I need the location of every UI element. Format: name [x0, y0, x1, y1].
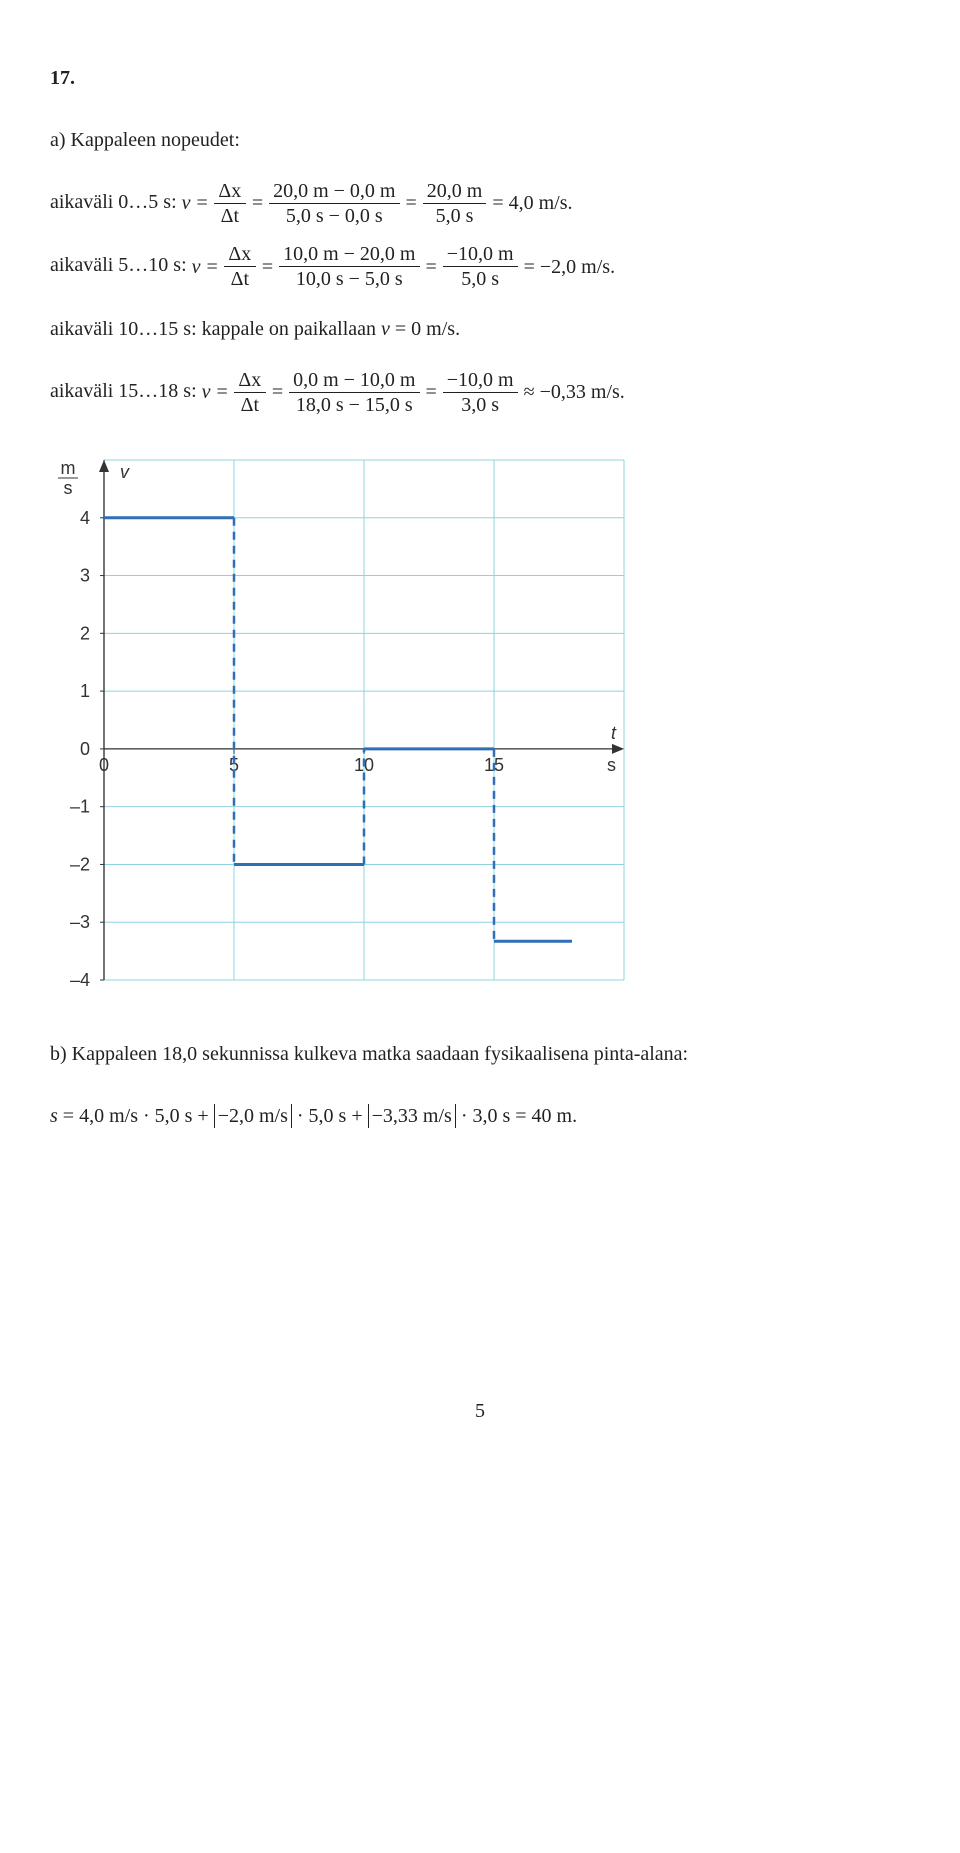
- svg-text:2: 2: [80, 624, 90, 644]
- row2-frac1: ΔxΔt: [224, 243, 256, 290]
- svg-text:m: m: [61, 458, 76, 478]
- svg-text:s: s: [64, 478, 73, 498]
- svg-text:4: 4: [80, 508, 90, 528]
- problem-number: 17.: [50, 54, 910, 102]
- svg-text:s: s: [607, 755, 616, 775]
- page-number: 5: [50, 1400, 910, 1423]
- row2-frac3: −10,0 m5,0 s: [443, 243, 518, 290]
- svg-text:0: 0: [80, 739, 90, 759]
- svg-text:1: 1: [80, 681, 90, 701]
- svg-text:–1: –1: [70, 797, 90, 817]
- row4-prefix: aikaväli 15…18 s:: [50, 380, 197, 402]
- row1-frac1: ΔxΔt: [214, 180, 246, 227]
- part-a-heading: a) Kappaleen nopeudet:: [50, 116, 910, 164]
- row1-frac2: 20,0 m − 0,0 m5,0 s − 0,0 s: [269, 180, 399, 227]
- part-b-equation: s = 4,0 m/s · 5,0 s + −2,0 m/s · 5,0 s +…: [50, 1092, 910, 1140]
- row4-frac1: ΔxΔt: [234, 369, 266, 416]
- interval-row-2: aikaväli 5…10 s: v= ΔxΔt = 10,0 m − 20,0…: [50, 241, 910, 290]
- row1-frac3: 20,0 m5,0 s: [423, 180, 487, 227]
- row2-frac2: 10,0 m − 20,0 m10,0 s − 5,0 s: [279, 243, 419, 290]
- part-b-text: b) Kappaleen 18,0 sekunnissa kulkeva mat…: [50, 1030, 910, 1078]
- svg-text:v: v: [120, 462, 130, 482]
- svg-text:–4: –4: [70, 970, 90, 990]
- row2-prefix: aikaväli 5…10 s:: [50, 254, 187, 276]
- row4-frac3: −10,0 m3,0 s: [443, 369, 518, 416]
- svg-text:–2: –2: [70, 855, 90, 875]
- interval-row-4: aikaväli 15…18 s: v= ΔxΔt = 0,0 m − 10,0…: [50, 367, 910, 416]
- svg-text:0: 0: [99, 755, 109, 775]
- velocity-chart: –4–3–2–101234051015msvts: [44, 440, 910, 1006]
- interval-row-3: aikaväli 10…15 s: kappale on paikallaan …: [50, 305, 910, 353]
- interval-row-1: aikaväli 0…5 s: v= ΔxΔt = 20,0 m − 0,0 m…: [50, 178, 910, 227]
- svg-text:3: 3: [80, 566, 90, 586]
- svg-text:t: t: [611, 723, 617, 743]
- svg-text:–3: –3: [70, 912, 90, 932]
- row4-frac2: 0,0 m − 10,0 m18,0 s − 15,0 s: [289, 369, 419, 416]
- row1-prefix: aikaväli 0…5 s:: [50, 191, 177, 213]
